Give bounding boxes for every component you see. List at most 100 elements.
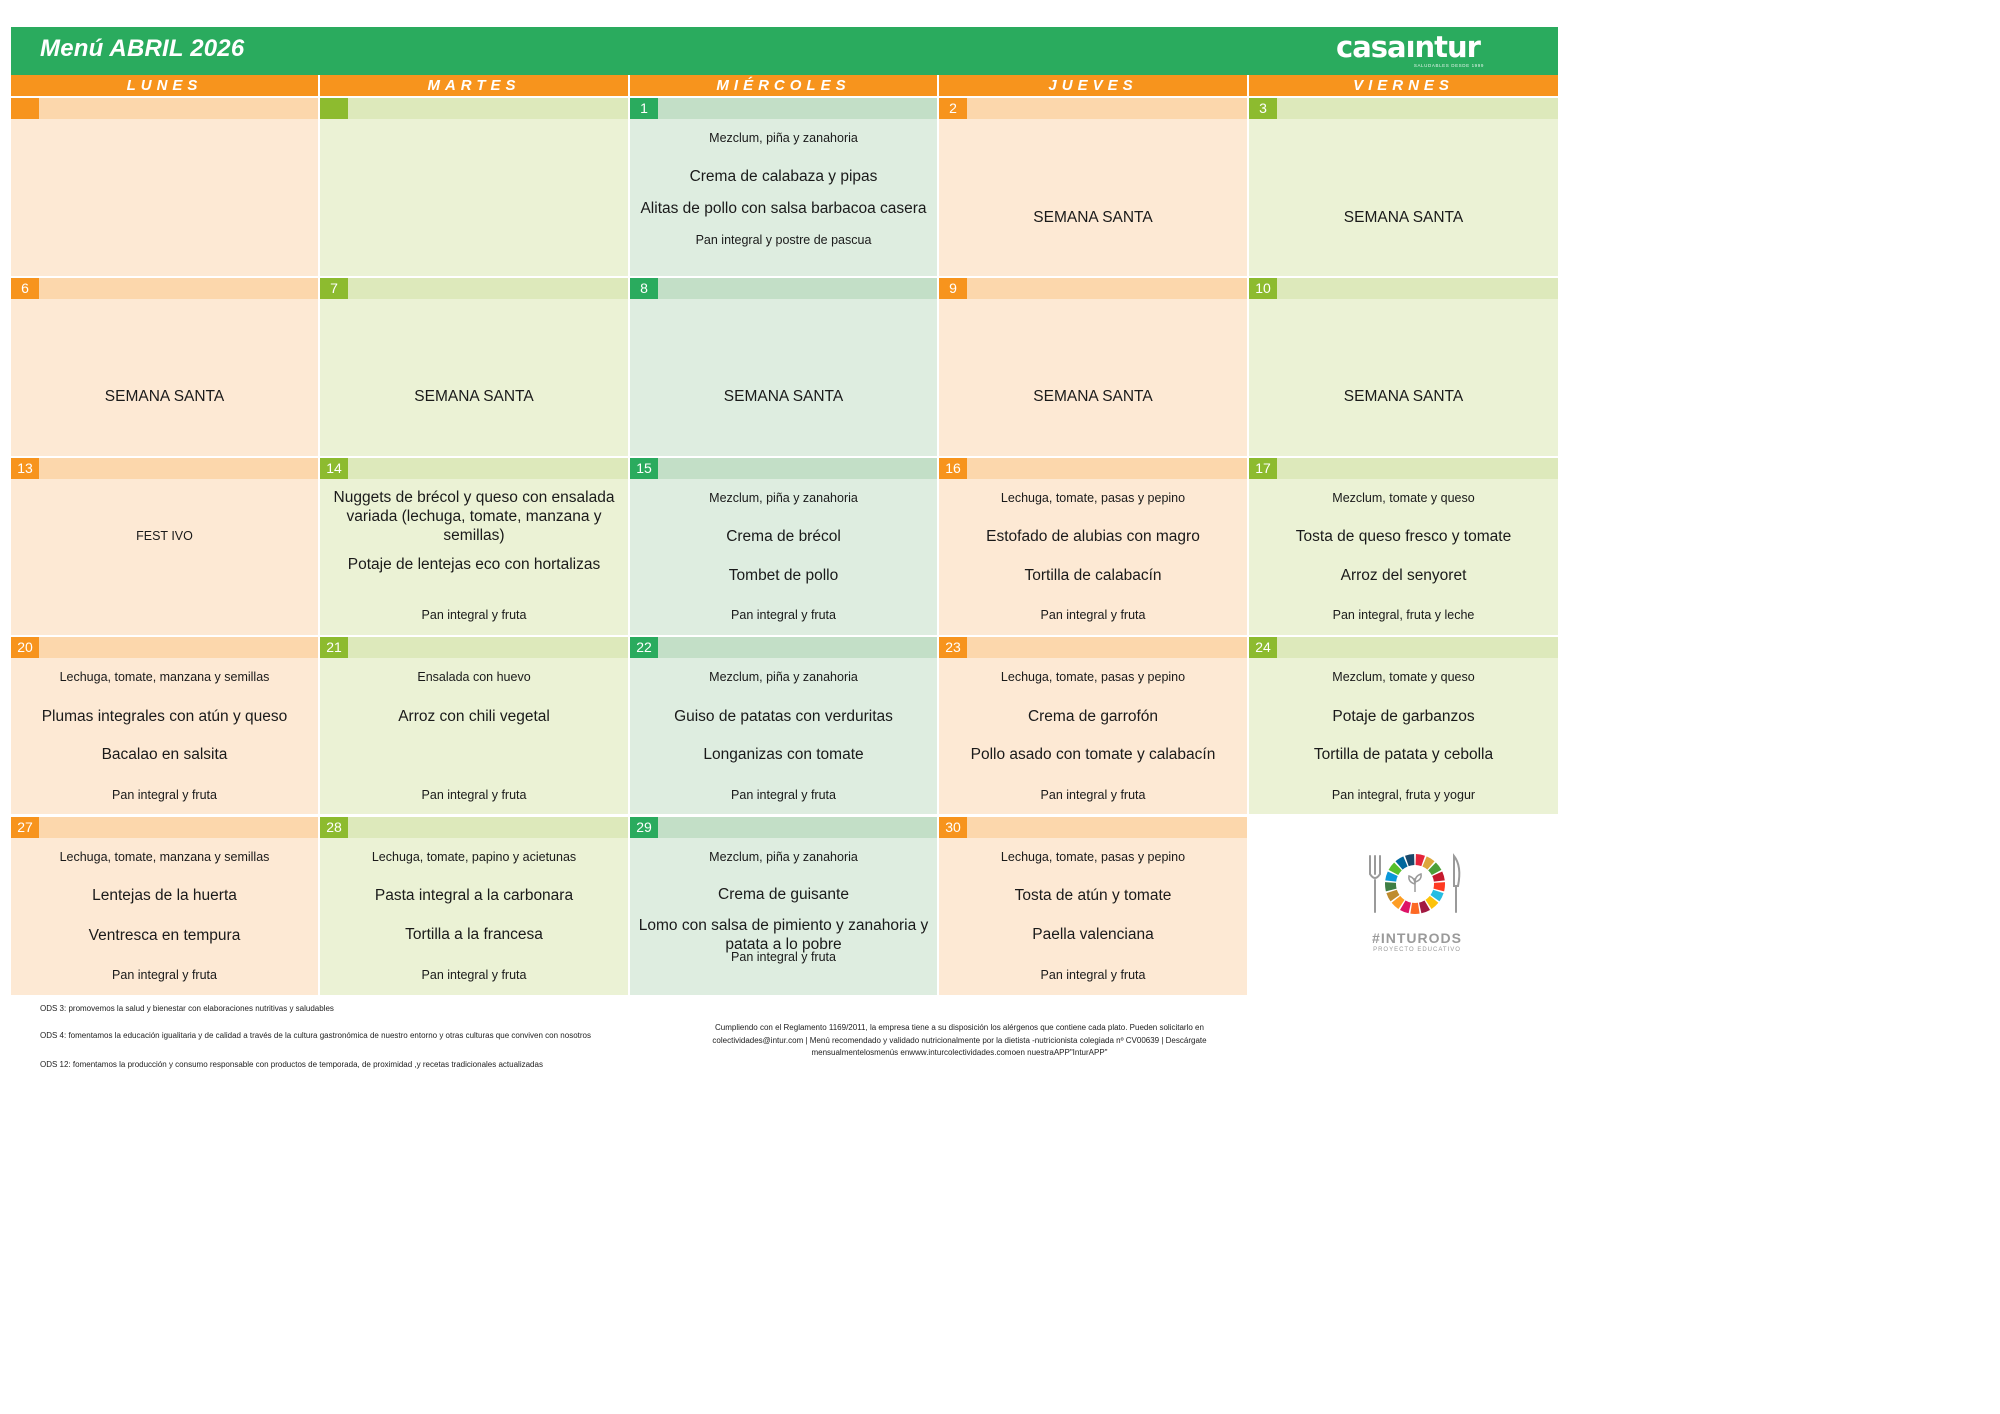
date-badge: 24 xyxy=(1249,637,1277,658)
date-bar xyxy=(11,637,318,658)
date-bar xyxy=(939,98,1247,119)
menu-first-course: Mezclum, piña y zanahoria xyxy=(709,131,858,145)
menu-second-course: Tosta de atún y tomate xyxy=(1014,887,1172,904)
menu-second-course: Potaje de garbanzos xyxy=(1332,708,1475,725)
date-bar xyxy=(630,817,937,838)
menu-extras: Pan integral, fruta y leche xyxy=(1332,608,1475,622)
legal-line-3: mensualmentelosmenús enwww.inturcolectiv… xyxy=(811,1048,1108,1057)
legal-line-1: Cumpliendo con el Reglamento 1169/2011, … xyxy=(715,1023,1204,1032)
day-header-wednesday: MIÉRCOLES xyxy=(630,75,937,96)
date-bar xyxy=(11,458,318,479)
ods-wheel-segment xyxy=(1385,882,1397,892)
menu-first-course: Lechuga, tomate, manzana y semillas xyxy=(59,850,270,864)
date-bar xyxy=(1249,278,1558,299)
date-badge: 30 xyxy=(939,817,967,838)
ods-wheel-icon xyxy=(1369,853,1461,914)
menu-main-course: Tortilla de calabacín xyxy=(1024,567,1162,584)
date-bar xyxy=(320,278,628,299)
day-cell-15: 15 Mezclum, piña y zanahoria Crema de br… xyxy=(630,458,937,635)
date-bar xyxy=(1249,98,1558,119)
menu-first-course: Mezclum, piña y zanahoria xyxy=(709,670,858,684)
date-badge: 16 xyxy=(939,458,967,479)
menu-main-course: Pollo asado con tomate y calabacín xyxy=(970,746,1216,763)
menu-first-course: Nuggets de brécol y queso con ensalada v… xyxy=(333,489,615,544)
menu-main-course: Tortilla de patata y cebolla xyxy=(1313,746,1494,763)
logo-tagline: SALUDABLES DESDE 1999 xyxy=(1413,63,1484,68)
ods-wheel-segment xyxy=(1405,854,1415,867)
menu-extras: Pan integral y fruta xyxy=(1040,788,1146,802)
date-bar xyxy=(630,278,937,299)
ods-wheel-segment xyxy=(1428,862,1442,876)
menu-second-course: Lentejas de la huerta xyxy=(92,887,237,904)
menu-main-course: Ventresca en tempura xyxy=(88,927,241,944)
day-cell-22: 22 Mezclum, piña y zanahoria Guiso de pa… xyxy=(630,637,937,814)
date-bar xyxy=(939,817,1247,838)
ods-wheel-segment xyxy=(1419,900,1431,914)
day-cell-8: 8 SEMANA SANTA xyxy=(630,278,937,456)
menu-holiday-text: SEMANA SANTA xyxy=(1343,388,1464,405)
ods-wheel-segment xyxy=(1415,854,1425,867)
ods-wheel-segment xyxy=(1430,889,1444,902)
logo-wordmark: casaıntur xyxy=(1336,30,1481,64)
day-cell-empty-tue xyxy=(320,98,628,276)
menu-first-course: Lechuga, tomate, pasas y pepino xyxy=(1000,850,1186,864)
menu-first-course: Mezclum, tomate y queso xyxy=(1332,491,1475,505)
footer-ods3: ODS 3: promovemos la salud y bienestar c… xyxy=(40,1004,334,1013)
menu-extras: Pan integral y fruta xyxy=(1040,968,1146,982)
menu-extras: Pan integral y fruta xyxy=(731,608,836,622)
ods-wheel-segment xyxy=(1385,871,1398,882)
inturods-subtitle: PROYECTO EDUCATIVO xyxy=(1373,947,1461,953)
menu-main-course: Bacalao en salsita xyxy=(101,746,228,763)
menu-main-course: Lomo con salsa de pimiento y zanahoria y… xyxy=(638,917,929,953)
ods-wheel-segment xyxy=(1386,889,1400,902)
date-badge: 13 xyxy=(11,458,39,479)
date-badge: 17 xyxy=(1249,458,1277,479)
day-cell-24: 24 Mezclum, tomate y queso Potaje de gar… xyxy=(1249,637,1558,814)
ods-wheel-segment xyxy=(1388,862,1402,876)
ods-wheel-segment xyxy=(1422,856,1435,870)
footer-legal-note: Cumpliendo con el Reglamento 1169/2011, … xyxy=(672,1022,1247,1060)
date-badge: 2 xyxy=(939,98,967,119)
menu-holiday-text: SEMANA SANTA xyxy=(1033,388,1153,405)
day-cell-2: 2 SEMANA SANTA xyxy=(939,98,1247,276)
day-cell-6: 6 SEMANA SANTA xyxy=(11,278,318,456)
ods-wheel-segment xyxy=(1391,895,1405,910)
date-bar xyxy=(11,817,318,838)
sprout-icon xyxy=(1408,873,1422,892)
day-cell-9: 9 SEMANA SANTA xyxy=(939,278,1247,456)
day-cell-13: 13 FEST IVO xyxy=(11,458,318,635)
date-badge: 6 xyxy=(11,278,39,299)
menu-first-course: Lechuga, tomate, pasas y pepino xyxy=(1000,670,1186,684)
date-badge: 1 xyxy=(630,98,658,119)
menu-first-course: Mezclum, tomate y queso xyxy=(1332,670,1475,684)
day-header-thursday: JUEVES xyxy=(939,75,1247,96)
menu-second-course: Arroz con chili vegetal xyxy=(398,708,550,725)
day-cell-1: 1 Mezclum, piña y zanahoria Crema de cal… xyxy=(630,98,937,276)
date-badge xyxy=(320,98,348,119)
ods-wheel-segment xyxy=(1399,900,1411,914)
date-bar xyxy=(320,458,628,479)
day-cell-21: 21 Ensalada con huevo Arroz con chili ve… xyxy=(320,637,628,814)
day-cell-28: 28 Lechuga, tomate, papino y acietunas P… xyxy=(320,817,628,995)
menu-second-course: Crema de brécol xyxy=(726,528,841,545)
date-bar xyxy=(320,637,628,658)
day-cell-16: 16 Lechuga, tomate, pasas y pepino Estof… xyxy=(939,458,1247,635)
menu-main-course: Longanizas con tomate xyxy=(703,746,864,763)
day-header-monday: LUNES xyxy=(11,75,318,96)
day-header-tuesday: MARTES xyxy=(320,75,628,96)
ods-wheel-segment xyxy=(1425,895,1439,910)
menu-holiday-text: SEMANA SANTA xyxy=(104,388,225,405)
menu-main-course: Tombet de pollo xyxy=(728,567,839,584)
menu-main-course: Tortilla a la francesa xyxy=(405,926,543,943)
day-cell-14: 14 Nuggets de brécol y queso con ensalad… xyxy=(320,458,628,635)
menu-first-course: Lechuga, tomate, pasas y pepino xyxy=(1000,491,1186,505)
menu-first-course: Ensalada con huevo xyxy=(417,670,531,684)
date-bar xyxy=(939,637,1247,658)
knife-icon xyxy=(1453,853,1461,913)
day-cell-23: 23 Lechuga, tomate, pasas y pepino Crema… xyxy=(939,637,1247,814)
ods-wheel-segment xyxy=(1433,882,1445,892)
page-title: Menú ABRIL 2026 xyxy=(40,35,245,62)
menu-second-course: Pasta integral a la carbonara xyxy=(374,887,574,904)
date-bar xyxy=(1249,458,1558,479)
day-cell-10: 10 SEMANA SANTA xyxy=(1249,278,1558,456)
